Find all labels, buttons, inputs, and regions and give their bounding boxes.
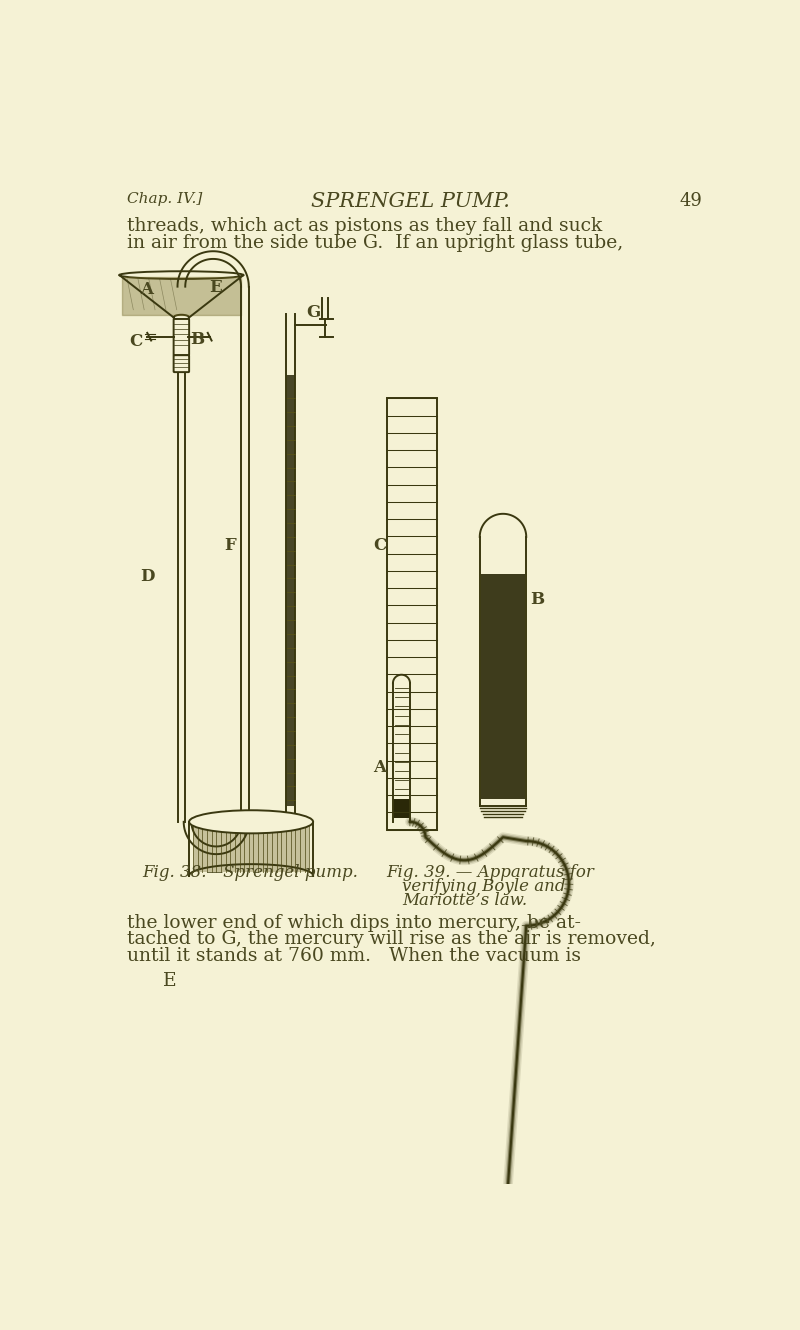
Text: 49: 49 (679, 192, 702, 210)
Text: Fig. 38.—Sprengel pump.: Fig. 38.—Sprengel pump. (142, 864, 358, 882)
Ellipse shape (174, 315, 189, 321)
Text: E: E (210, 279, 222, 297)
Text: Chap. IV.]: Chap. IV.] (127, 192, 202, 206)
Text: F: F (224, 537, 236, 553)
Text: in air from the side tube G.  If an upright glass tube,: in air from the side tube G. If an uprig… (127, 234, 623, 251)
Bar (193, 826, 310, 872)
FancyBboxPatch shape (174, 355, 189, 372)
Text: Fig. 39. — Apparatus for: Fig. 39. — Apparatus for (386, 864, 594, 882)
Ellipse shape (119, 271, 243, 279)
Bar (481, 568, 526, 799)
Text: SPRENGEL PUMP.: SPRENGEL PUMP. (310, 192, 510, 211)
FancyBboxPatch shape (174, 319, 189, 355)
Text: C: C (130, 332, 142, 350)
Bar (481, 544, 526, 573)
Text: the lower end of which dips into mercury, be at-: the lower end of which dips into mercury… (127, 914, 581, 932)
Text: C: C (373, 537, 386, 553)
Text: threads, which act as pistons as they fall and suck: threads, which act as pistons as they fa… (127, 217, 602, 235)
Text: B: B (530, 591, 544, 608)
Bar (393, 799, 410, 818)
Text: verifying Boyle and: verifying Boyle and (402, 878, 566, 895)
Text: until it stands at 760 mm.   When the vacuum is: until it stands at 760 mm. When the vacu… (127, 947, 581, 964)
Bar (286, 375, 295, 806)
Text: B: B (190, 331, 205, 348)
Text: A: A (373, 758, 386, 775)
Text: A: A (140, 281, 154, 298)
Text: D: D (140, 568, 155, 585)
Text: Mariotte’s law.: Mariotte’s law. (402, 892, 527, 908)
Text: tached to G, the mercury will rise as the air is removed,: tached to G, the mercury will rise as th… (127, 931, 656, 948)
Bar (386, 398, 437, 830)
Text: G: G (306, 303, 320, 321)
Ellipse shape (189, 810, 313, 834)
Text: E: E (163, 972, 177, 990)
